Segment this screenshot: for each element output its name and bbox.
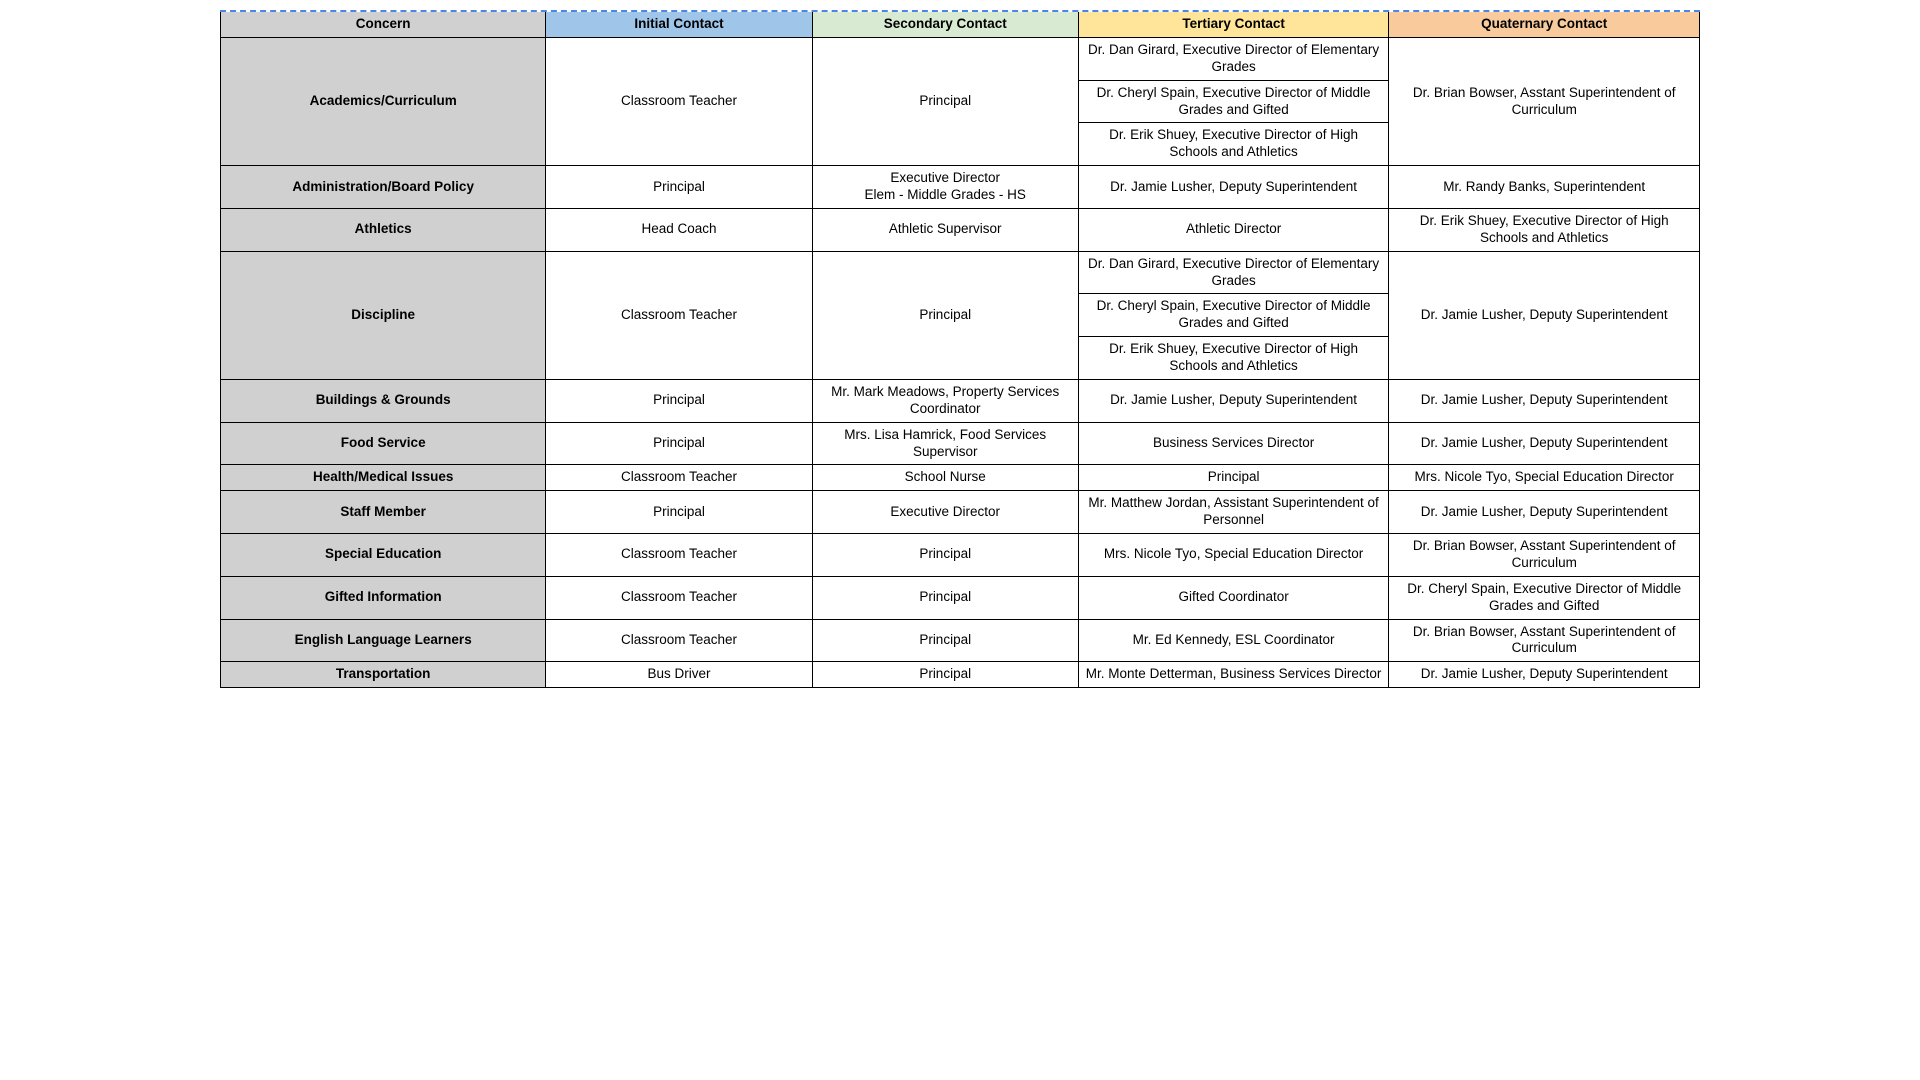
cell-tertiary: Mr. Monte Detterman, Business Services D…: [1078, 662, 1389, 688]
cell-secondary: Principal: [812, 576, 1078, 619]
table-body: Academics/CurriculumClassroom TeacherPri…: [221, 37, 1700, 687]
cell-secondary: Executive Director: [812, 491, 1078, 534]
cell-initial: Classroom Teacher: [546, 465, 812, 491]
cell-tertiary: Mr. Ed Kennedy, ESL Coordinator: [1078, 619, 1389, 662]
cell-tertiary: Dr. Cheryl Spain, Executive Director of …: [1078, 294, 1389, 337]
cell-secondary: Mr. Mark Meadows, Property Services Coor…: [812, 379, 1078, 422]
cell-initial: Classroom Teacher: [546, 534, 812, 577]
cell-tertiary: Mr. Matthew Jordan, Assistant Superinten…: [1078, 491, 1389, 534]
cell-concern: Food Service: [221, 422, 546, 465]
cell-tertiary: Mrs. Nicole Tyo, Special Education Direc…: [1078, 534, 1389, 577]
cell-secondary: Mrs. Lisa Hamrick, Food Services Supervi…: [812, 422, 1078, 465]
cell-quaternary: Dr. Jamie Lusher, Deputy Superintendent: [1389, 662, 1700, 688]
cell-secondary: Executive DirectorElem - Middle Grades -…: [812, 166, 1078, 209]
cell-initial: Principal: [546, 166, 812, 209]
cell-concern: Discipline: [221, 251, 546, 379]
col-header-initial: Initial Contact: [546, 12, 812, 37]
cell-secondary: Principal: [812, 662, 1078, 688]
cell-tertiary: Gifted Coordinator: [1078, 576, 1389, 619]
contact-matrix-wrapper: Concern Initial Contact Secondary Contac…: [220, 10, 1700, 688]
cell-concern: Staff Member: [221, 491, 546, 534]
cell-quaternary: Mr. Randy Banks, Superintendent: [1389, 166, 1700, 209]
cell-tertiary: Dr. Erik Shuey, Executive Director of Hi…: [1078, 337, 1389, 380]
cell-concern: Administration/Board Policy: [221, 166, 546, 209]
cell-concern: Athletics: [221, 208, 546, 251]
cell-tertiary: Dr. Jamie Lusher, Deputy Superintendent: [1078, 166, 1389, 209]
table-row: TransportationBus DriverPrincipalMr. Mon…: [221, 662, 1700, 688]
cell-tertiary: Dr. Dan Girard, Executive Director of El…: [1078, 37, 1389, 80]
cell-secondary: Principal: [812, 534, 1078, 577]
cell-tertiary: Athletic Director: [1078, 208, 1389, 251]
table-header: Concern Initial Contact Secondary Contac…: [221, 12, 1700, 37]
cell-tertiary: Dr. Dan Girard, Executive Director of El…: [1078, 251, 1389, 294]
cell-quaternary: Dr. Brian Bowser, Asstant Superintendent…: [1389, 619, 1700, 662]
table-row: English Language LearnersClassroom Teach…: [221, 619, 1700, 662]
table-row: Staff MemberPrincipalExecutive DirectorM…: [221, 491, 1700, 534]
cell-initial: Head Coach: [546, 208, 812, 251]
cell-initial: Principal: [546, 491, 812, 534]
cell-concern: English Language Learners: [221, 619, 546, 662]
cell-quaternary: Dr. Jamie Lusher, Deputy Superintendent: [1389, 251, 1700, 379]
cell-secondary: School Nurse: [812, 465, 1078, 491]
cell-quaternary: Dr. Erik Shuey, Executive Director of Hi…: [1389, 208, 1700, 251]
cell-secondary: Principal: [812, 251, 1078, 379]
cell-initial: Classroom Teacher: [546, 619, 812, 662]
cell-tertiary: Dr. Cheryl Spain, Executive Director of …: [1078, 80, 1389, 123]
cell-tertiary: Dr. Jamie Lusher, Deputy Superintendent: [1078, 379, 1389, 422]
col-header-tertiary: Tertiary Contact: [1078, 12, 1389, 37]
cell-secondary: Athletic Supervisor: [812, 208, 1078, 251]
table-row: AthleticsHead CoachAthletic SupervisorAt…: [221, 208, 1700, 251]
cell-initial: Bus Driver: [546, 662, 812, 688]
cell-initial: Classroom Teacher: [546, 251, 812, 379]
cell-initial: Principal: [546, 379, 812, 422]
col-header-quaternary: Quaternary Contact: [1389, 12, 1700, 37]
cell-quaternary: Dr. Brian Bowser, Asstant Superintendent…: [1389, 37, 1700, 165]
table-row: Gifted InformationClassroom TeacherPrinc…: [221, 576, 1700, 619]
table-row: Administration/Board PolicyPrincipalExec…: [221, 166, 1700, 209]
cell-tertiary: Principal: [1078, 465, 1389, 491]
contact-matrix-table: Concern Initial Contact Secondary Contac…: [220, 12, 1700, 688]
cell-concern: Gifted Information: [221, 576, 546, 619]
cell-secondary: Principal: [812, 619, 1078, 662]
cell-quaternary: Dr. Jamie Lusher, Deputy Superintendent: [1389, 379, 1700, 422]
table-row: Academics/CurriculumClassroom TeacherPri…: [221, 37, 1700, 80]
col-header-secondary: Secondary Contact: [812, 12, 1078, 37]
col-header-concern: Concern: [221, 12, 546, 37]
cell-initial: Classroom Teacher: [546, 37, 812, 165]
cell-concern: Buildings & Grounds: [221, 379, 546, 422]
cell-secondary: Principal: [812, 37, 1078, 165]
cell-quaternary: Mrs. Nicole Tyo, Special Education Direc…: [1389, 465, 1700, 491]
cell-tertiary: Dr. Erik Shuey, Executive Director of Hi…: [1078, 123, 1389, 166]
table-row: Buildings & GroundsPrincipalMr. Mark Mea…: [221, 379, 1700, 422]
cell-concern: Transportation: [221, 662, 546, 688]
cell-concern: Health/Medical Issues: [221, 465, 546, 491]
cell-quaternary: Dr. Brian Bowser, Asstant Superintendent…: [1389, 534, 1700, 577]
cell-quaternary: Dr. Jamie Lusher, Deputy Superintendent: [1389, 422, 1700, 465]
table-row: DisciplineClassroom TeacherPrincipalDr. …: [221, 251, 1700, 294]
table-row: Special EducationClassroom TeacherPrinci…: [221, 534, 1700, 577]
cell-initial: Principal: [546, 422, 812, 465]
cell-quaternary: Dr. Jamie Lusher, Deputy Superintendent: [1389, 491, 1700, 534]
cell-concern: Special Education: [221, 534, 546, 577]
table-row: Health/Medical IssuesClassroom TeacherSc…: [221, 465, 1700, 491]
table-row: Food ServicePrincipalMrs. Lisa Hamrick, …: [221, 422, 1700, 465]
cell-initial: Classroom Teacher: [546, 576, 812, 619]
cell-quaternary: Dr. Cheryl Spain, Executive Director of …: [1389, 576, 1700, 619]
cell-tertiary: Business Services Director: [1078, 422, 1389, 465]
cell-concern: Academics/Curriculum: [221, 37, 546, 165]
